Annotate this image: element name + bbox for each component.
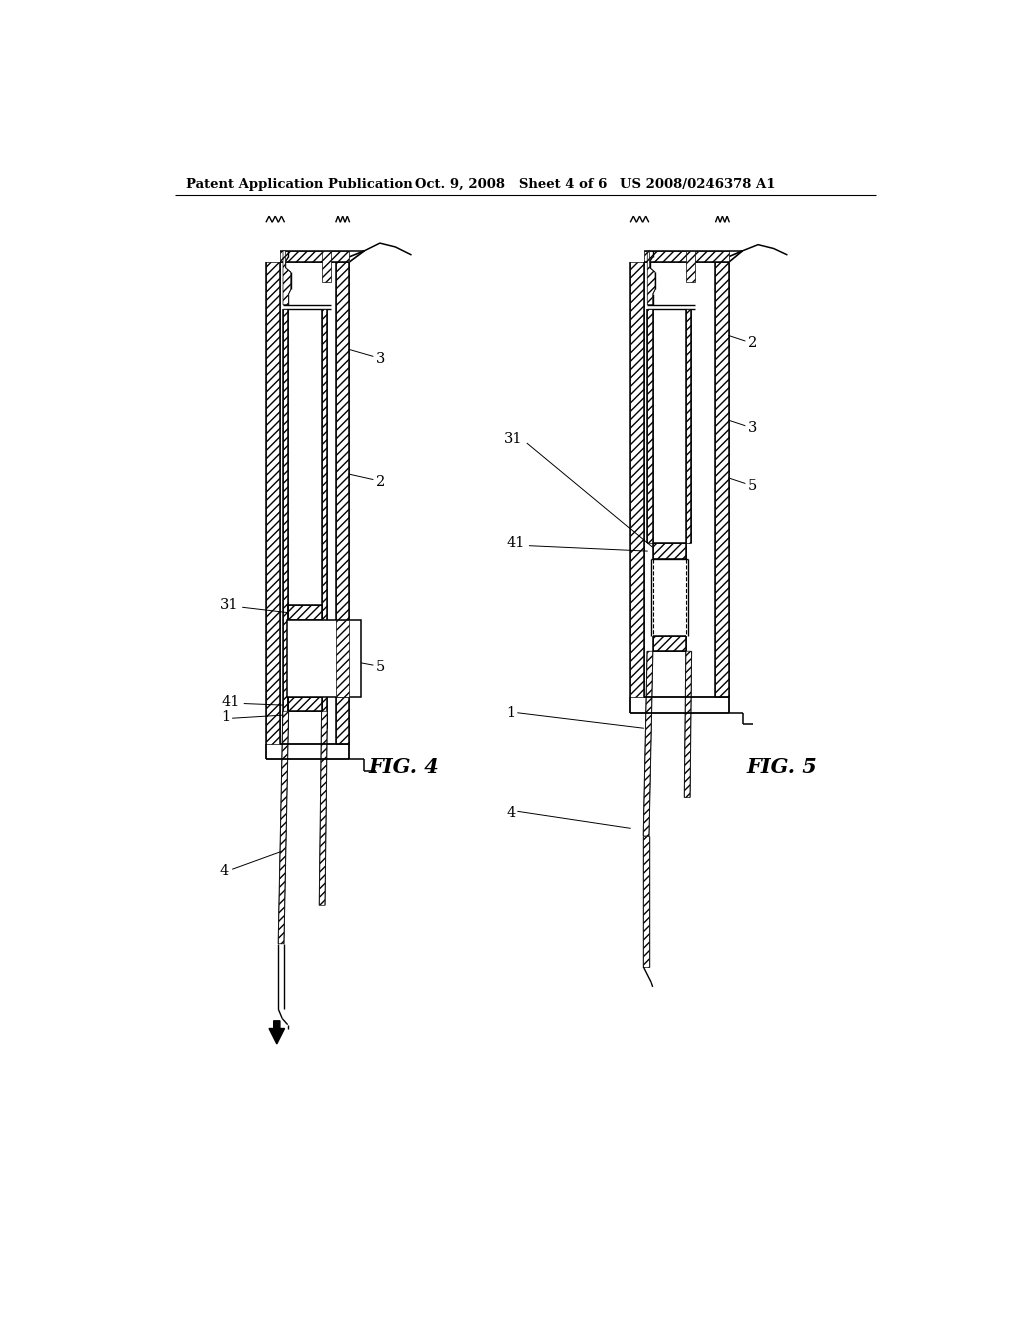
Bar <box>287 620 360 697</box>
Text: 3: 3 <box>376 351 385 366</box>
Bar <box>280 251 349 263</box>
Polygon shape <box>643 836 649 966</box>
Bar <box>652 636 686 651</box>
Text: 4: 4 <box>506 807 515 820</box>
FancyArrow shape <box>269 1020 285 1044</box>
Bar <box>289 697 322 711</box>
Polygon shape <box>319 711 328 906</box>
Bar <box>336 620 349 697</box>
Bar <box>283 309 289 729</box>
Text: Oct. 9, 2008   Sheet 4 of 6: Oct. 9, 2008 Sheet 4 of 6 <box>415 178 607 190</box>
Text: 2: 2 <box>376 475 385 488</box>
Text: 41: 41 <box>506 536 524 550</box>
Bar <box>322 309 328 729</box>
Text: US 2008/0246378 A1: US 2008/0246378 A1 <box>621 178 775 190</box>
Bar <box>647 309 652 544</box>
Polygon shape <box>643 651 652 836</box>
Polygon shape <box>283 251 291 305</box>
Text: 3: 3 <box>748 421 758 434</box>
Text: 41: 41 <box>221 696 240 709</box>
Polygon shape <box>684 651 691 797</box>
Text: 31: 31 <box>504 433 522 446</box>
Polygon shape <box>322 251 331 281</box>
Polygon shape <box>686 251 695 281</box>
Bar <box>336 263 349 743</box>
Text: Patent Application Publication: Patent Application Publication <box>186 178 413 190</box>
Polygon shape <box>647 251 655 305</box>
Text: 31: 31 <box>219 598 238 612</box>
Bar <box>266 263 280 743</box>
Bar <box>630 263 644 697</box>
Bar <box>289 605 322 620</box>
Text: 4: 4 <box>219 863 228 878</box>
Bar <box>644 251 729 263</box>
Text: 1: 1 <box>221 710 230 723</box>
Polygon shape <box>279 711 289 944</box>
Bar <box>716 263 729 697</box>
Bar <box>686 309 691 544</box>
Text: 2: 2 <box>748 337 758 350</box>
Text: 5: 5 <box>748 479 758 492</box>
Text: 5: 5 <box>376 660 385 673</box>
Text: FIG. 5: FIG. 5 <box>746 756 817 776</box>
Bar <box>652 544 686 558</box>
Text: FIG. 4: FIG. 4 <box>369 756 439 776</box>
Text: 1: 1 <box>506 706 515 719</box>
